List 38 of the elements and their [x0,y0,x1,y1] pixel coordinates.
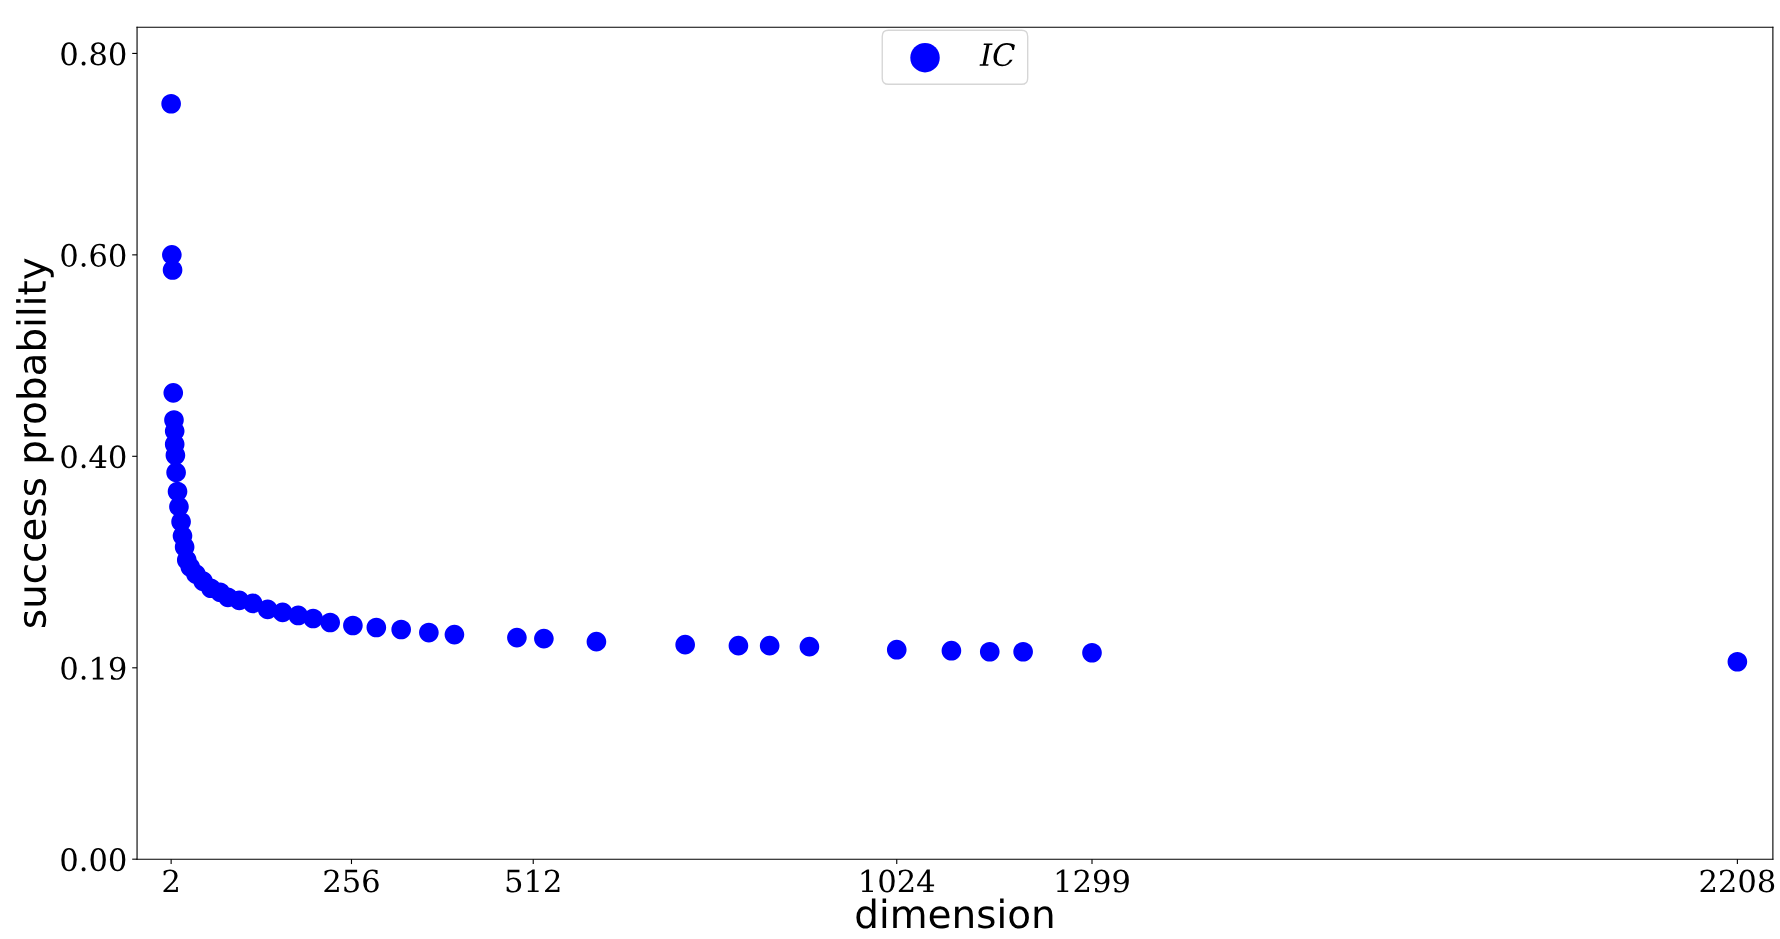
x-tick-label: 512 [506,869,560,893]
x-tick-label: 2 [163,869,178,893]
y-tick-label: 0.40 [61,445,126,469]
y-tick-label: 0.60 [61,243,126,267]
y-tick-label: 0.00 [61,848,126,872]
point [419,622,439,643]
point [162,260,183,280]
point [391,619,411,640]
point [534,628,554,649]
point [343,615,363,636]
point [161,93,181,114]
y-tick-label: 0.19 [61,656,126,680]
point [320,612,340,633]
x-axis-title: dimension [856,898,1053,929]
point [886,639,907,660]
y-axis-title: success probability [16,258,54,628]
point [941,640,962,661]
point [979,641,1000,662]
point [799,636,820,657]
point [675,634,695,655]
point [303,608,323,629]
point [1082,642,1102,663]
point [586,631,607,652]
point [444,624,465,645]
x-tick-label: 256 [324,869,379,893]
point [366,617,387,638]
point [728,635,749,656]
point [1727,651,1748,672]
y-tick-label: 0.80 [61,42,126,66]
legend-label: IC [979,43,1015,67]
point [759,635,780,656]
point [163,383,184,403]
x-tick-label: 2208 [1700,869,1775,893]
point [166,462,186,483]
x-tick-label: 1024 [861,869,935,893]
point [507,627,527,648]
point [1013,641,1033,662]
x-tick-label: 1299 [1056,869,1129,893]
